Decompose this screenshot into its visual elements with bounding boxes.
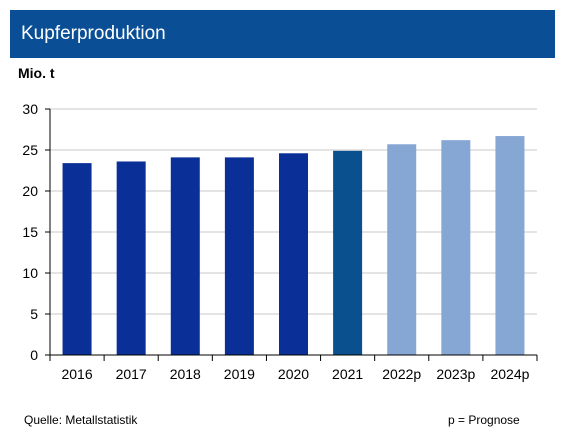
x-tick-label-2024p: 2024p	[490, 366, 529, 382]
tick-labels: 0 5 10 15 20 25 30 2016 2017 2018 2019 2020 2021 2022…	[22, 101, 529, 382]
y-tick-label-10: 10	[22, 265, 38, 281]
y-axis-unit-label: Mio. t	[18, 65, 55, 81]
bar-2016	[62, 163, 92, 355]
y-tick-label-30: 30	[22, 101, 38, 117]
bar-2021	[333, 150, 363, 355]
bar-2023p	[441, 140, 471, 355]
y-tick-label-0: 0	[30, 347, 38, 363]
chart-title: Kupferproduktion	[21, 23, 166, 44]
bars	[62, 136, 525, 355]
x-tick-label-2018: 2018	[170, 366, 201, 382]
x-tick-label-2017: 2017	[116, 366, 147, 382]
y-tick-label-25: 25	[22, 142, 38, 158]
y-tick-label-5: 5	[30, 306, 38, 322]
bar-2018	[170, 157, 200, 355]
y-tick-label-15: 15	[22, 224, 38, 240]
x-tick-label-2020: 2020	[278, 366, 309, 382]
x-tick-label-2016: 2016	[61, 366, 92, 382]
x-tick-label-2021: 2021	[332, 366, 363, 382]
bar-2017	[116, 161, 146, 355]
x-tick-label-2022p: 2022p	[382, 366, 421, 382]
chart-title-bar: Kupferproduktion	[10, 10, 555, 58]
bar-2019	[224, 157, 254, 355]
bar-2020	[279, 153, 308, 355]
axes	[45, 108, 538, 361]
x-tick-label-2023p: 2023p	[436, 366, 475, 382]
bar-2022p	[387, 144, 417, 355]
bar-2024p	[495, 136, 525, 355]
y-tick-label-20: 20	[22, 183, 38, 199]
x-tick-label-2019: 2019	[224, 366, 255, 382]
source-note: Quelle: Metallstatistik	[24, 413, 138, 427]
prognosis-note: p = Prognose	[448, 413, 520, 427]
